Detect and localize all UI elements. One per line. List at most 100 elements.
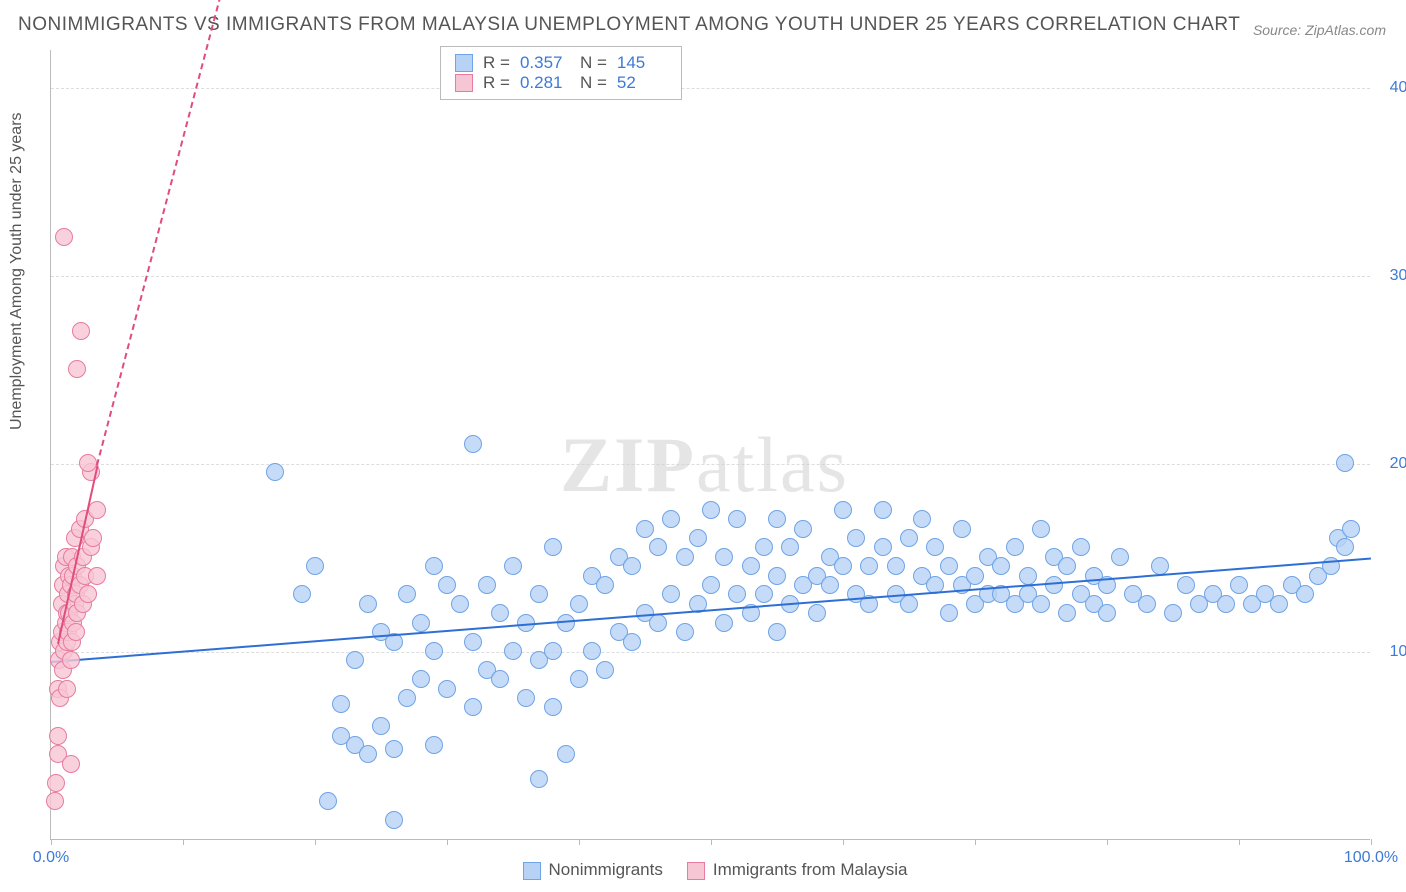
x-tick-mark (1107, 839, 1108, 845)
data-point (62, 651, 80, 669)
data-point (398, 585, 416, 603)
data-point (1336, 538, 1354, 556)
data-point (715, 614, 733, 632)
data-point (821, 576, 839, 594)
data-point (570, 670, 588, 688)
y-tick-label: 30.0% (1390, 267, 1406, 285)
data-point (266, 463, 284, 481)
data-point (1058, 557, 1076, 575)
data-point (676, 548, 694, 566)
legend-row: R =0.357N =145 (455, 53, 667, 73)
data-point (913, 510, 931, 528)
data-point (583, 642, 601, 660)
data-point (306, 557, 324, 575)
data-point (662, 585, 680, 603)
data-point (794, 520, 812, 538)
data-point (662, 510, 680, 528)
data-point (544, 538, 562, 556)
legend-correlation: R =0.357N =145R =0.281N =52 (440, 46, 682, 100)
data-point (398, 689, 416, 707)
data-point (530, 770, 548, 788)
data-point (768, 567, 786, 585)
data-point (319, 792, 337, 810)
data-point (1111, 548, 1129, 566)
x-tick-mark (975, 839, 976, 845)
data-point (1270, 595, 1288, 613)
data-point (623, 633, 641, 651)
data-point (62, 755, 80, 773)
x-tick-mark (183, 839, 184, 845)
data-point (768, 510, 786, 528)
legend-swatch (523, 862, 541, 880)
data-point (88, 501, 106, 519)
data-point (874, 501, 892, 519)
data-point (900, 595, 918, 613)
legend-swatch (687, 862, 705, 880)
data-point (940, 604, 958, 622)
data-point (808, 604, 826, 622)
data-point (768, 623, 786, 641)
data-point (1230, 576, 1248, 594)
legend-r-label: R = (483, 73, 510, 93)
data-point (49, 727, 67, 745)
data-point (834, 557, 852, 575)
data-point (1342, 520, 1360, 538)
data-point (385, 811, 403, 829)
data-point (755, 538, 773, 556)
data-point (530, 585, 548, 603)
data-point (58, 680, 76, 698)
data-point (1032, 595, 1050, 613)
data-point (438, 680, 456, 698)
data-point (88, 567, 106, 585)
legend-n-value: 52 (617, 73, 667, 93)
data-point (464, 435, 482, 453)
legend-swatch (455, 54, 473, 72)
data-point (702, 576, 720, 594)
data-point (728, 510, 746, 528)
legend-n-label: N = (580, 53, 607, 73)
data-point (1164, 604, 1182, 622)
y-tick-label: 10.0% (1390, 643, 1406, 661)
data-point (425, 642, 443, 660)
data-point (438, 576, 456, 594)
data-point (1098, 604, 1116, 622)
data-point (728, 585, 746, 603)
x-tick-mark (51, 839, 52, 845)
legend-n-value: 145 (617, 53, 667, 73)
x-tick-mark (1239, 839, 1240, 845)
data-point (1336, 454, 1354, 472)
data-point (992, 557, 1010, 575)
legend-swatch (455, 74, 473, 92)
data-point (742, 557, 760, 575)
gridline (51, 88, 1370, 89)
data-point (1177, 576, 1195, 594)
data-point (412, 670, 430, 688)
legend-r-value: 0.357 (520, 53, 570, 73)
legend-series-label: Immigrants from Malaysia (713, 860, 908, 879)
data-point (649, 538, 667, 556)
data-point (68, 360, 86, 378)
data-point (504, 642, 522, 660)
data-point (504, 557, 522, 575)
data-point (940, 557, 958, 575)
data-point (491, 670, 509, 688)
data-point (689, 529, 707, 547)
x-tick-mark (1371, 839, 1372, 845)
data-point (1072, 538, 1090, 556)
gridline (51, 652, 1370, 653)
data-point (359, 595, 377, 613)
x-tick-mark (447, 839, 448, 845)
data-point (517, 689, 535, 707)
data-point (702, 501, 720, 519)
gridline (51, 464, 1370, 465)
data-point (464, 633, 482, 651)
y-tick-label: 20.0% (1390, 455, 1406, 473)
data-point (332, 695, 350, 713)
x-tick-mark (315, 839, 316, 845)
data-point (1138, 595, 1156, 613)
data-point (412, 614, 430, 632)
data-point (874, 538, 892, 556)
data-point (451, 595, 469, 613)
data-point (596, 661, 614, 679)
data-point (1217, 595, 1235, 613)
